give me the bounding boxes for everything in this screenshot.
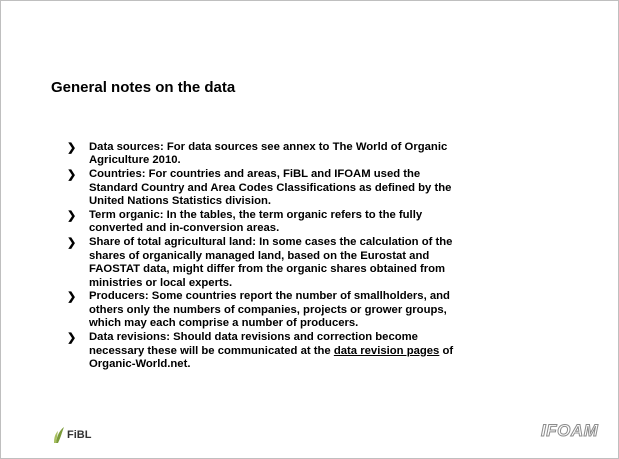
slide-title: General notes on the data	[51, 79, 236, 96]
bullet-item: ❯ Producers: Some countries report the nu…	[1, 290, 618, 330]
bullet-marker: ❯	[67, 332, 77, 345]
bullet-line: Standard Country and Area Codes Classifi…	[89, 181, 452, 194]
bullet-line: Producers: Some countries report the num…	[89, 290, 450, 303]
bullet-line: FAOSTAT data, might differ from the orga…	[89, 263, 446, 276]
fibl-text: FiBL	[67, 429, 92, 441]
bullet-line: Agriculture 2010.	[89, 154, 181, 167]
bullet-line: ministries or local experts.	[89, 276, 233, 289]
link[interactable]: data revision pages	[333, 344, 440, 357]
bullet-line: shares of organically managed land, base…	[89, 249, 430, 262]
bullet-item: ❯ Data sources: For data sources see anne…	[1, 141, 618, 168]
bullet-line: others only the numbers of companies, pr…	[89, 303, 447, 316]
fibl-leaf-icon	[54, 427, 64, 443]
bullet-marker: ❯	[67, 237, 77, 250]
bullet-line: converted and in-conversion areas.	[89, 222, 280, 235]
bullet-line: which may each comprise a number of prod…	[89, 317, 359, 330]
bullet-item: ❯ Term organic: In the tables, the term o…	[1, 209, 618, 236]
bullet-line: Data revisions: Should data revisions an…	[89, 331, 418, 344]
bullet-item: ❯ Countries: For countries and areas, FiB…	[1, 168, 618, 208]
bullet-marker: ❯	[67, 142, 77, 154]
bullet-marker: ❯	[67, 210, 77, 223]
bullet-item: ❯ Data revisions: Should data revisions a…	[1, 331, 618, 371]
bullet-line: Organic-World.net.	[89, 358, 191, 370]
ifoam-logo: IFOAM	[540, 421, 599, 441]
bullet-line: necessary these will be communicated at …	[89, 345, 618, 358]
text-segment: necessary these will be communicated at …	[89, 344, 334, 357]
bullet-marker: ❯	[67, 291, 77, 304]
bullet-line: Share of total agricultural land: In som…	[89, 236, 453, 249]
bullet-line: Countries: For countries and areas, FiBL…	[89, 168, 421, 181]
bullet-list: ❯ Data sources: For data sources see anne…	[1, 141, 618, 372]
bullet-item: ❯ Share of total agricultural land: In so…	[1, 236, 618, 290]
bullet-line: United Nations Statistics division.	[89, 195, 272, 208]
bullet-line: Data sources: For data sources see annex…	[89, 141, 448, 153]
bullet-line: Term organic: In the tables, the term or…	[89, 209, 423, 222]
text-segment: of	[439, 344, 454, 357]
bullet-marker: ❯	[67, 169, 77, 182]
